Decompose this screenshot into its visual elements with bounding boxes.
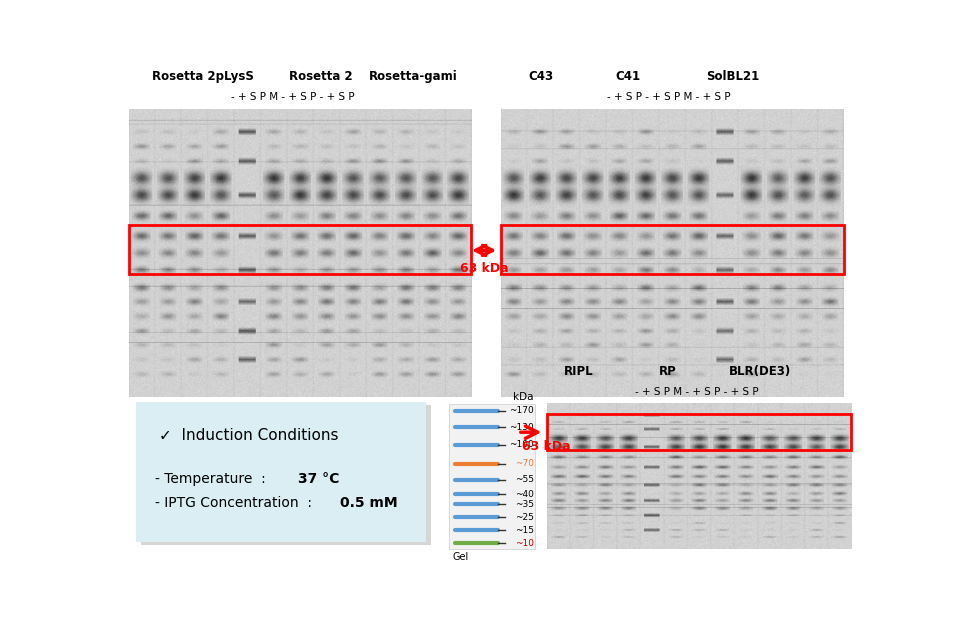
Text: - + S P M - + S P - + S P: - + S P M - + S P - + S P [231,92,354,102]
Text: - + S P M - + S P - + S P: - + S P M - + S P - + S P [635,387,759,397]
Text: ~55: ~55 [515,475,534,484]
Text: ~15: ~15 [515,526,534,535]
Text: Rosetta 2: Rosetta 2 [289,70,352,83]
Bar [449,404,535,550]
Text: ~25: ~25 [515,513,534,522]
Text: 37 °C: 37 °C [298,472,340,486]
Text: C43: C43 [529,70,553,83]
Text: RIPL: RIPL [564,365,593,377]
Text: - Temperature  :: - Temperature : [155,472,275,486]
Text: C41: C41 [616,70,641,83]
Text: ~100: ~100 [509,440,534,449]
Text: ~40: ~40 [515,490,534,499]
Text: ✓  Induction Conditions: ✓ Induction Conditions [159,428,339,443]
Text: ~70: ~70 [515,459,534,468]
Text: ~35: ~35 [515,500,534,509]
Text: ~130: ~130 [509,423,534,432]
Text: 0.5 mM: 0.5 mM [340,496,397,510]
Text: - IPTG Concentration  :: - IPTG Concentration : [155,496,321,510]
Text: ~170: ~170 [509,406,534,415]
Bar [141,404,431,545]
Text: 63 kDa: 63 kDa [522,440,571,453]
Text: kDa: kDa [514,392,534,402]
Text: Gel: Gel [452,552,469,562]
Bar [501,225,844,274]
Text: - + S P - + S P M - + S P: - + S P - + S P M - + S P [608,92,731,102]
Text: ~10: ~10 [515,539,534,548]
Bar [129,225,471,274]
Text: SolBL21: SolBL21 [706,70,759,83]
Text: BLR(DE3): BLR(DE3) [728,365,790,377]
Text: RP: RP [659,365,677,377]
Bar [136,402,426,542]
Text: Rosetta 2pLysS: Rosetta 2pLysS [151,70,253,83]
Bar [547,414,852,450]
Text: 63 kDa: 63 kDa [460,261,509,274]
Text: Rosetta-gami: Rosetta-gami [369,70,457,83]
